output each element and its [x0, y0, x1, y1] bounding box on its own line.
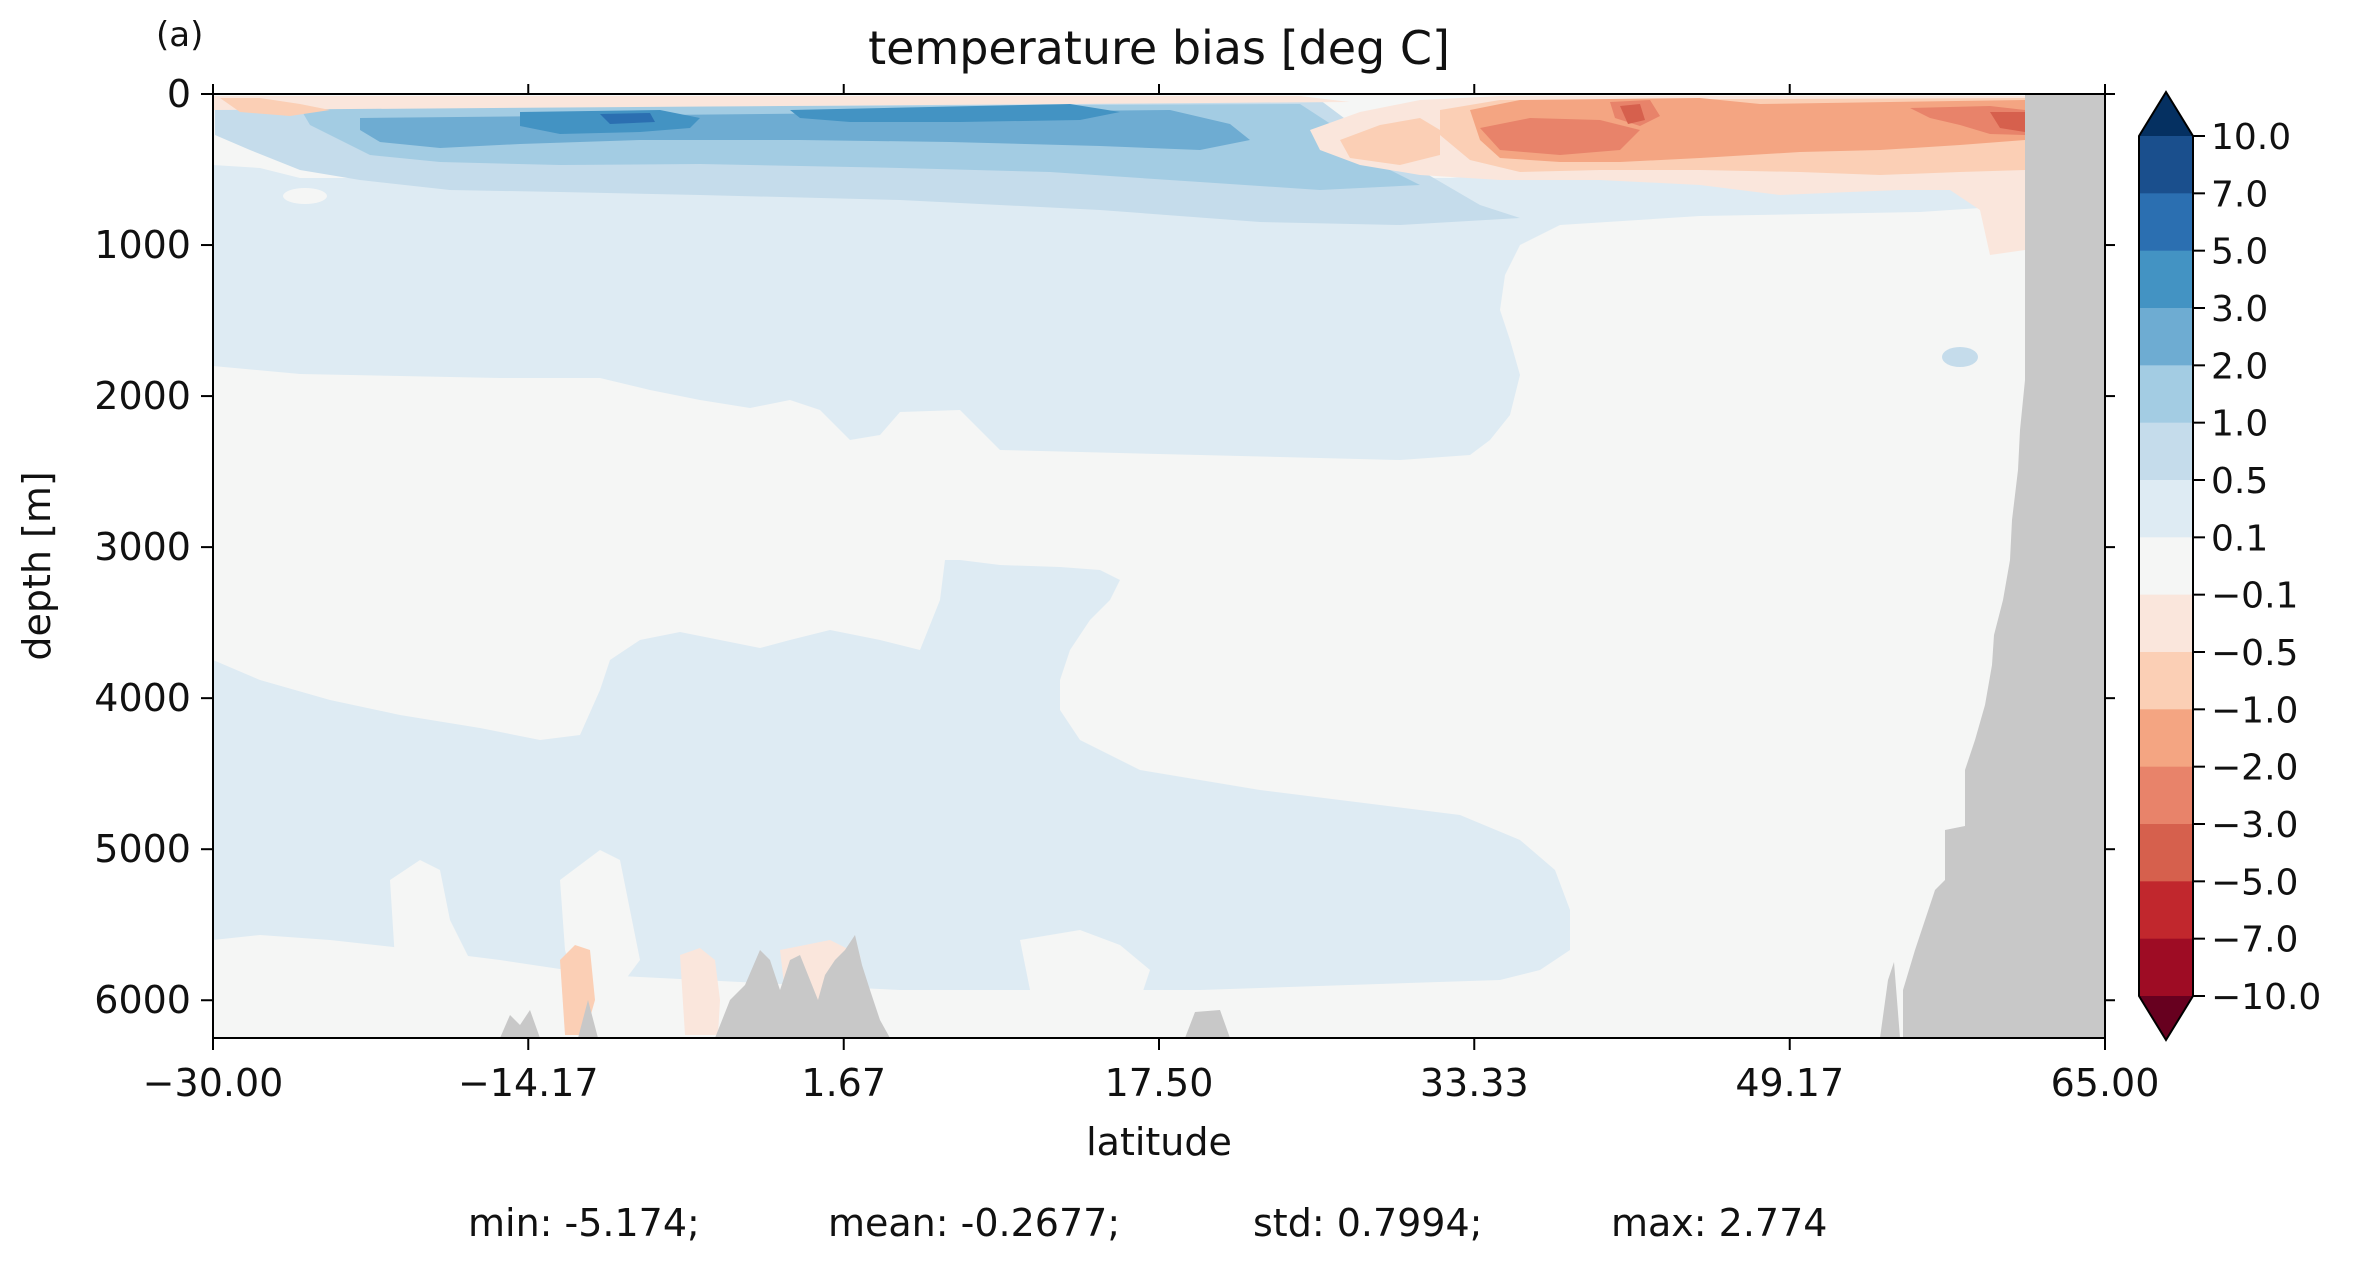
x-tick-label: −14.17	[458, 1061, 599, 1105]
contour-region-mid-negative	[213, 165, 2025, 460]
colorbar-bin	[2139, 709, 2193, 768]
x-tick-label: 65.00	[2051, 1061, 2160, 1105]
y-tick-label: 4000	[94, 676, 191, 720]
x-tick-label: 17.50	[1105, 1061, 1214, 1105]
colorbar-tick-label: 0.1	[2211, 518, 2268, 559]
x-tick-label: −30.00	[143, 1061, 284, 1105]
colorbar-bin	[2139, 365, 2193, 424]
y-tick-label: 2000	[94, 374, 191, 418]
colorbar-bin	[2139, 938, 2193, 997]
colorbar-bin	[2139, 537, 2193, 596]
colorbar-bin	[2139, 824, 2193, 882]
colorbar-bin	[2139, 422, 2193, 481]
y-tick-label: 1000	[94, 223, 191, 267]
colorbar-tick-label: −5.0	[2211, 862, 2298, 903]
colorbar-tick-label: −10.0	[2211, 977, 2321, 1018]
colorbar-bin	[2139, 652, 2193, 710]
contour-region-surface-warm-2	[220, 98, 330, 116]
colorbar-bin	[2139, 193, 2193, 252]
plot-area	[213, 94, 2105, 1038]
colorbar-bin	[2139, 881, 2193, 940]
y-axis: 0 1000 2000 3000 4000 5000 6000	[94, 72, 2115, 1022]
stat-max: max: 2.774	[1611, 1201, 1827, 1245]
y-tick-label: 5000	[94, 827, 191, 871]
seamount	[578, 1000, 598, 1038]
stat-mean: mean: -0.2677;	[828, 1201, 1120, 1245]
contour-region-bottom-warm	[680, 948, 720, 1035]
colorbar-extend-max	[2139, 92, 2193, 136]
contour-region-bottom-patches	[1020, 930, 1150, 1000]
colorbar-tick-label: 5.0	[2211, 232, 2268, 273]
contour-region-upper-cold-5	[790, 104, 1120, 122]
colorbar-tick-label: 7.0	[2211, 174, 2268, 215]
contour-region-bottom-patches	[390, 860, 470, 1010]
colorbar-tick-label: −7.0	[2211, 920, 2298, 961]
contour-region-deep-negative	[213, 560, 1570, 990]
land-mask	[1903, 94, 2105, 1038]
x-axis-label: latitude	[1086, 1120, 1232, 1164]
seamount	[500, 1010, 540, 1038]
contour-region-subpolar-warm-7	[1620, 104, 1645, 124]
y-tick-label: 3000	[94, 525, 191, 569]
contour-region-subpolar-warm-2	[1340, 118, 1440, 165]
colorbar-bin	[2139, 594, 2193, 653]
colorbar-tick-label: −3.0	[2211, 805, 2298, 846]
colorbar-tick-label: 3.0	[2211, 289, 2268, 330]
contour-region-upper-cold-6	[600, 113, 655, 124]
colorbar-bin	[2139, 136, 2193, 194]
y-tick-label: 6000	[94, 978, 191, 1022]
x-tick-label: 49.17	[1735, 1061, 1844, 1105]
colorbar-extend-min	[2139, 996, 2193, 1040]
colorbar-tick-label: 2.0	[2211, 346, 2268, 387]
colorbar: 10.0 7.0 5.0 3.0 2.0 1.0 0.5 0.1 −0.1 −0.5 −1.0 −2.…	[2138, 90, 2321, 1042]
stat-std: std: 0.7994;	[1253, 1201, 1482, 1245]
y-axis-label: depth [m]	[15, 471, 59, 660]
contour-region-subpolar-warm-5	[1480, 118, 1640, 155]
x-axis: −30.00 −14.17 1.67 17.50 33.33 49.17 65.00	[143, 84, 2160, 1105]
colorbar-tick-label: −0.1	[2211, 576, 2298, 617]
colorbar-bin	[2139, 308, 2193, 366]
colorbar-bin	[2139, 480, 2193, 538]
colorbar-tick-label: 10.0	[2211, 117, 2291, 158]
colorbar-bin	[2139, 766, 2193, 825]
colorbar-tick-label: −2.0	[2211, 748, 2298, 789]
colorbar-tick-label: 0.5	[2211, 461, 2268, 502]
seamount	[1185, 1010, 1230, 1038]
colorbar-tick-label: −1.0	[2211, 690, 2298, 731]
colorbar-bin	[2139, 250, 2193, 309]
stat-min: min: -5.174;	[468, 1201, 700, 1245]
x-tick-label: 33.33	[1420, 1061, 1529, 1105]
chart-title: temperature bias [deg C]	[868, 21, 1450, 75]
y-tick-label: 0	[167, 72, 191, 116]
colorbar-tick-label: −0.5	[2211, 633, 2298, 674]
contour-island	[283, 188, 327, 204]
contour-island	[1942, 347, 1978, 367]
seamount	[715, 935, 890, 1038]
seamount	[1880, 962, 1900, 1038]
contour-region-subpolar-warm-9	[1990, 112, 2025, 132]
colorbar-tick-label: 1.0	[2211, 404, 2268, 445]
stats-footer: min: -5.174; mean: -0.2677; std: 0.7994;…	[468, 1201, 1827, 1245]
contour-region-surface-warm	[213, 96, 1350, 110]
panel-label: (a)	[156, 15, 203, 55]
contour-region-bottom-patches	[260, 950, 310, 1030]
x-tick-label: 1.67	[801, 1061, 886, 1105]
